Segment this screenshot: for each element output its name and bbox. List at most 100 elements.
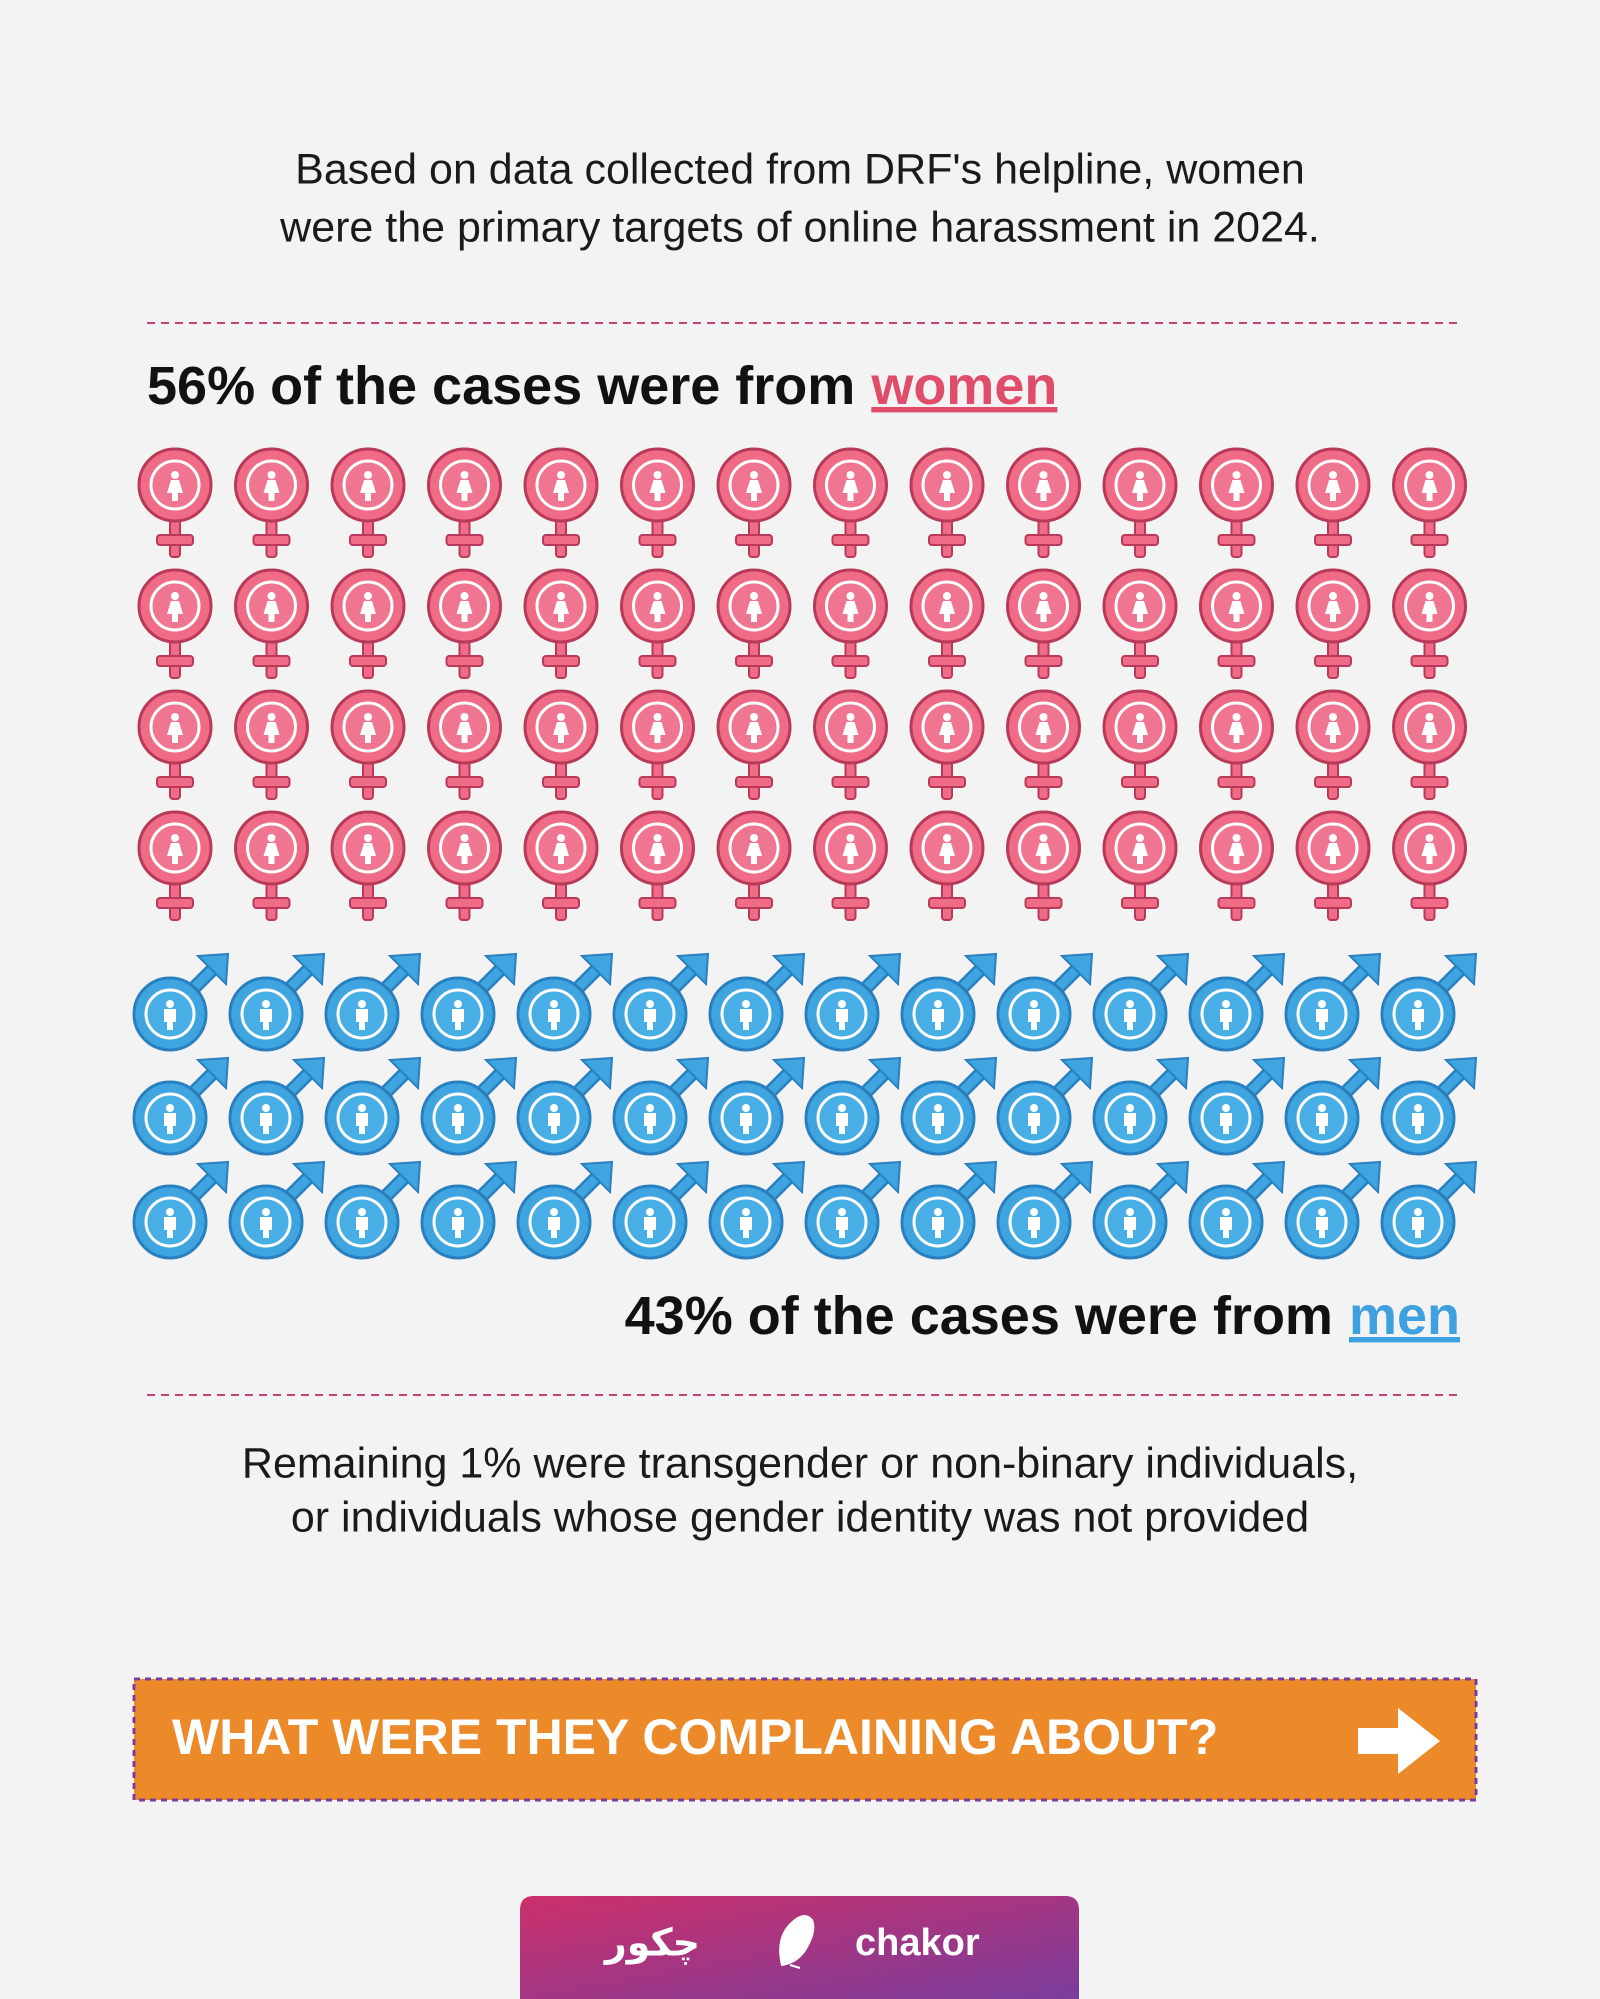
female-icon xyxy=(1006,810,1081,922)
male-icon xyxy=(134,1058,228,1154)
female-icon xyxy=(523,568,599,680)
button-label[interactable]: WHAT WERE THEY COMPLAINING ABOUT? xyxy=(172,1709,1218,1765)
female-icon xyxy=(427,689,502,801)
male-icon xyxy=(710,1162,804,1258)
male-icon xyxy=(710,954,804,1050)
male-icon xyxy=(230,1058,324,1154)
male-icon xyxy=(614,1162,708,1258)
female-icon xyxy=(523,447,599,559)
male-icon xyxy=(326,1058,420,1154)
female-icon xyxy=(909,810,985,922)
male-icon xyxy=(1094,1058,1188,1154)
male-icon xyxy=(230,954,324,1050)
female-icon xyxy=(909,447,985,559)
female-icon xyxy=(234,568,309,680)
intro-line: were the primary targets of online haras… xyxy=(279,203,1320,251)
cta-button[interactable]: WHAT WERE THEY COMPLAINING ABOUT? xyxy=(132,1677,1478,1802)
male-icon xyxy=(902,1058,996,1154)
button-bg[interactable] xyxy=(132,1677,1478,1802)
male-icon xyxy=(1382,1162,1476,1258)
male-icon xyxy=(1190,954,1284,1050)
male-icon xyxy=(806,954,900,1050)
male-icon xyxy=(710,1058,804,1154)
male-icon xyxy=(518,1162,612,1258)
female-icon xyxy=(1392,568,1467,680)
female-icon xyxy=(620,568,695,680)
male-icon xyxy=(326,1162,420,1258)
female-icon xyxy=(330,689,406,801)
male-icon xyxy=(422,1162,516,1258)
male-icon xyxy=(518,954,612,1050)
male-icon xyxy=(1286,1162,1380,1258)
male-icon xyxy=(1190,1058,1284,1154)
female-icon xyxy=(234,810,309,922)
intro-line: Based on data collected from DRF's helpl… xyxy=(295,145,1305,193)
female-icon xyxy=(716,689,792,801)
female-icon xyxy=(1006,447,1081,559)
footer-urdu: چکور xyxy=(603,1921,700,1965)
female-icon xyxy=(813,568,888,680)
female-icon xyxy=(523,689,599,801)
female-icon xyxy=(1102,810,1178,922)
female-icon xyxy=(427,447,502,559)
male-icon xyxy=(422,1058,516,1154)
female-icon xyxy=(1295,689,1371,801)
male-icon xyxy=(902,1162,996,1258)
footer: چکور chakor xyxy=(520,1896,1079,1999)
female-icon xyxy=(523,810,599,922)
arrow-icon[interactable] xyxy=(1358,1708,1440,1774)
female-icon xyxy=(137,568,213,680)
female-icon xyxy=(1295,447,1371,559)
female-icon xyxy=(813,447,888,559)
women-icons xyxy=(137,447,1467,922)
female-icon xyxy=(1392,689,1467,801)
female-icon xyxy=(1392,447,1467,559)
remaining-line: Remaining 1% were transgender or non-bin… xyxy=(242,1439,1358,1487)
female-icon xyxy=(716,447,792,559)
male-icon xyxy=(518,1058,612,1154)
male-icon xyxy=(1094,1162,1188,1258)
female-icon xyxy=(1295,568,1371,680)
men-heading: 43% of the cases were from men xyxy=(625,1286,1460,1346)
remaining-line: or individuals whose gender identity was… xyxy=(291,1493,1309,1541)
female-icon xyxy=(1006,568,1081,680)
male-icon xyxy=(1286,1058,1380,1154)
female-icon xyxy=(813,689,888,801)
men-icons xyxy=(134,954,1476,1258)
male-icon xyxy=(806,1058,900,1154)
female-icon xyxy=(1102,689,1178,801)
women-highlight: women xyxy=(870,356,1057,416)
female-icon xyxy=(1006,689,1081,801)
female-icon xyxy=(234,447,309,559)
female-icon xyxy=(1199,447,1274,559)
male-icon xyxy=(1286,954,1380,1050)
female-icon xyxy=(1102,568,1178,680)
male-icon xyxy=(134,1162,228,1258)
women-lead: 56% of the cases were from xyxy=(147,356,855,416)
female-icon xyxy=(1199,568,1274,680)
men-lead: 43% of the cases were from xyxy=(625,1286,1333,1346)
male-icon xyxy=(1382,954,1476,1050)
female-icon xyxy=(137,447,213,559)
female-icon xyxy=(716,810,792,922)
male-icon xyxy=(806,1162,900,1258)
male-icon xyxy=(422,954,516,1050)
male-icon xyxy=(1094,954,1188,1050)
female-icon xyxy=(137,810,213,922)
male-icon xyxy=(1190,1162,1284,1258)
female-icon xyxy=(1199,689,1274,801)
female-icon xyxy=(330,447,406,559)
female-icon xyxy=(716,568,792,680)
female-icon xyxy=(909,568,985,680)
female-icon xyxy=(137,689,213,801)
female-icon xyxy=(620,810,695,922)
female-icon xyxy=(330,810,406,922)
female-icon xyxy=(1199,810,1274,922)
male-icon xyxy=(1382,1058,1476,1154)
male-icon xyxy=(230,1162,324,1258)
female-icon xyxy=(909,689,985,801)
male-icon xyxy=(998,1162,1092,1258)
female-icon xyxy=(1392,810,1467,922)
